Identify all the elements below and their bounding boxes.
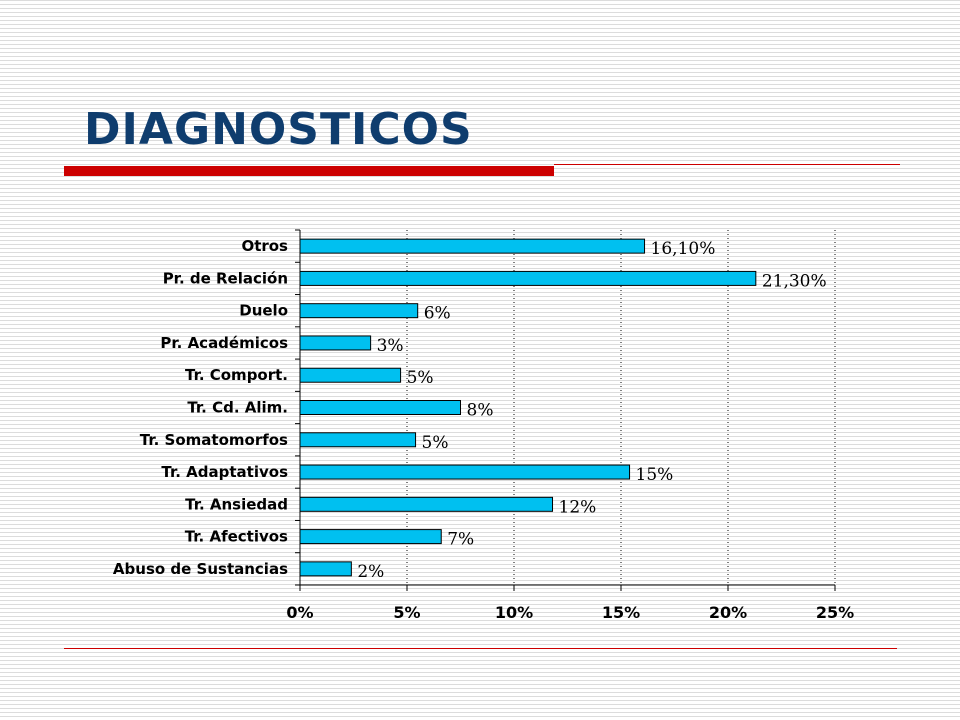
category-label: Abuso de Sustancias (113, 560, 288, 578)
x-tick-label: 10% (495, 603, 533, 622)
bar (299, 367, 402, 383)
data-label: 3% (377, 336, 404, 356)
x-tick-label: 5% (393, 603, 420, 622)
data-label: 15% (636, 465, 674, 485)
data-label: 2% (357, 562, 384, 582)
bar (299, 400, 461, 415)
data-label: 16,10% (651, 239, 716, 259)
bar (299, 496, 554, 512)
category-label: Duelo (239, 302, 288, 320)
bar (299, 464, 631, 480)
data-label: 8% (467, 401, 494, 421)
x-tick-label: 25% (816, 603, 854, 622)
category-label: Pr. Académicos (160, 334, 288, 352)
data-label: 12% (559, 497, 597, 517)
category-label: Otros (241, 237, 288, 255)
data-label: 5% (422, 433, 449, 453)
bar (299, 335, 372, 351)
x-tick-label: 0% (286, 603, 313, 622)
bar (299, 303, 419, 319)
bar (299, 432, 417, 448)
bar (299, 270, 757, 286)
title-underline-line (554, 164, 900, 165)
category-label: Tr. Comport. (185, 366, 288, 384)
category-label: Tr. Somatomorfos (140, 431, 288, 449)
category-label: Tr. Afectivos (185, 528, 288, 546)
data-label: 21,30% (762, 271, 827, 291)
data-label: 5% (407, 368, 434, 388)
data-label: 6% (424, 304, 451, 324)
category-label: Tr. Cd. Alim. (187, 399, 288, 417)
category-label: Tr. Adaptativos (161, 463, 288, 481)
data-label: 7% (447, 530, 474, 550)
bar (299, 529, 442, 545)
category-label: Pr. de Relación (163, 269, 288, 287)
bar (299, 238, 646, 254)
title-underline-bar (64, 166, 554, 176)
category-label: Tr. Ansiedad (185, 495, 288, 513)
page-title: DIAGNOSTICOS (84, 104, 473, 155)
footer-line (64, 648, 897, 649)
x-tick-label: 20% (709, 603, 747, 622)
x-tick-label: 15% (602, 603, 640, 622)
bar (299, 561, 352, 577)
